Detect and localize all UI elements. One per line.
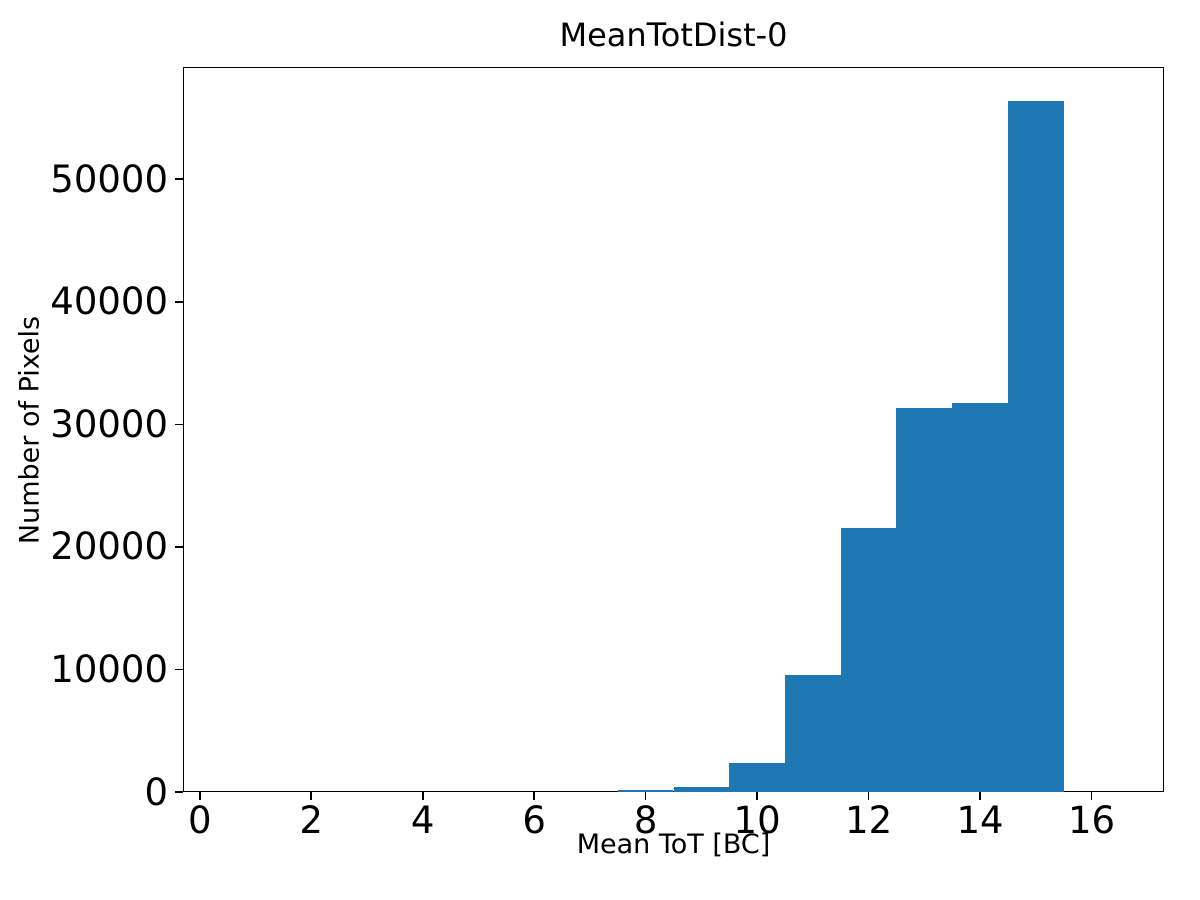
x-tick-mark <box>756 792 758 800</box>
y-tick-label: 20000 <box>50 525 168 569</box>
x-tick-label: 8 <box>633 799 658 842</box>
x-tick-mark <box>310 792 313 800</box>
y-tick-label: 40000 <box>50 280 168 324</box>
y-tick-label: 10000 <box>50 647 168 691</box>
y-tick-mark <box>175 178 183 181</box>
x-tick-label: 2 <box>299 799 323 842</box>
y-tick-label: 30000 <box>50 402 168 446</box>
histogram-bar <box>1007 100 1064 792</box>
x-tick-label: 16 <box>1067 799 1116 842</box>
x-tick-mark <box>1090 792 1093 800</box>
x-axis-label: Mean ToT [BC] <box>576 829 771 860</box>
histogram-bar <box>952 402 1008 792</box>
x-tick-label: 10 <box>733 799 781 842</box>
x-tick-mark <box>421 792 424 800</box>
y-tick-label: 0 <box>144 770 168 814</box>
x-tick-mark <box>867 792 870 800</box>
x-tick-mark <box>979 792 981 800</box>
x-tick-label: 14 <box>956 799 1004 842</box>
x-tick-label: 6 <box>522 799 546 842</box>
x-tick-mark <box>644 792 647 800</box>
x-tick-label: 0 <box>187 799 212 842</box>
y-tick-mark <box>175 668 183 671</box>
y-tick-label: 50000 <box>50 157 168 201</box>
histogram-bar <box>784 674 841 792</box>
x-tick-mark <box>198 792 201 800</box>
chart-title: MeanTotDist-0 <box>559 16 788 54</box>
histogram-bar <box>840 527 897 792</box>
y-tick-mark <box>175 300 183 303</box>
histogram-bar <box>729 762 785 792</box>
x-tick-label: 4 <box>410 799 435 842</box>
y-tick-mark <box>175 423 183 426</box>
y-tick-mark <box>175 791 183 793</box>
x-tick-label: 12 <box>845 799 893 842</box>
histogram-bar <box>617 790 674 792</box>
histogram-bar <box>673 787 730 792</box>
x-tick-mark <box>533 792 535 800</box>
y-tick-mark <box>175 546 183 548</box>
histogram-bar <box>896 407 953 792</box>
